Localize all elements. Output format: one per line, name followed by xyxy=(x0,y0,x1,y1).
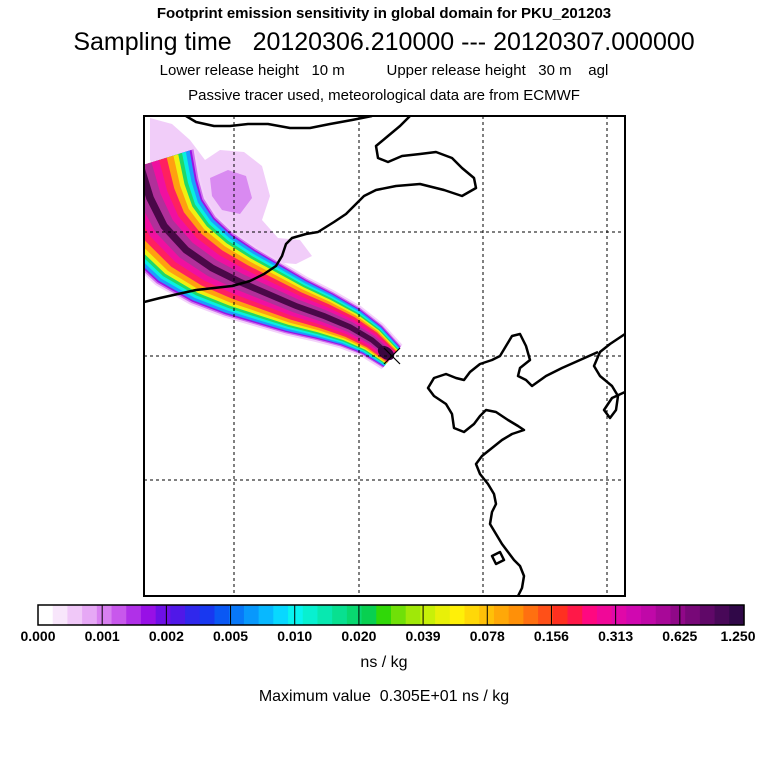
colorbar-frame xyxy=(37,604,745,626)
colorbar-cell xyxy=(38,605,54,625)
sampling-start: 20120306.210000 xyxy=(252,28,455,56)
colorbar-cell xyxy=(214,605,230,625)
colorbar-cell xyxy=(361,605,377,625)
colorbar-cell xyxy=(523,605,539,625)
colorbar-cell xyxy=(626,605,642,625)
colorbar-units: ns / kg xyxy=(360,654,408,671)
colorbar-cell xyxy=(493,605,510,625)
colorbar-cell xyxy=(552,605,569,625)
colorbar-cell xyxy=(508,605,524,625)
upper-release-value: 30 m xyxy=(538,62,572,79)
colorbar-tick-label: 0.313 xyxy=(598,628,634,644)
release-marker xyxy=(383,347,401,365)
plume-heatmap xyxy=(144,118,403,370)
colorbar-tick-label: 0.039 xyxy=(405,628,441,644)
release-height-line: Lower release height 10 m Upper release … xyxy=(0,62,768,79)
colorbar-cell xyxy=(346,605,363,625)
height-ref: agl xyxy=(588,62,609,79)
map-frame xyxy=(143,115,626,597)
colorbar-cell xyxy=(464,605,480,625)
chart-title: Footprint emission sensitivity in global… xyxy=(156,5,612,22)
colorbar-cell xyxy=(582,605,598,625)
colorbar-cell xyxy=(52,605,69,625)
colorbar-cell xyxy=(420,605,436,625)
colorbar-cell xyxy=(67,605,83,625)
colorbar-tick-label: 0.000 xyxy=(20,628,56,644)
colorbar-cell xyxy=(302,605,319,625)
colorbar-cell xyxy=(273,605,289,625)
colorbar-cell xyxy=(449,605,466,625)
colorbar-cell xyxy=(685,605,701,625)
plume-core xyxy=(377,345,395,361)
max-value-label: Maximum value xyxy=(258,688,371,705)
plume-lobe xyxy=(210,170,252,214)
sampling-label: Sampling time xyxy=(73,28,232,56)
sampling-end: 20120307.000000 xyxy=(493,28,695,56)
colorbar-cell xyxy=(96,605,113,625)
map-content xyxy=(144,116,625,596)
colorbar-cell xyxy=(140,605,157,625)
colorbar-tick-label: 0.156 xyxy=(533,628,569,644)
colorbar-cell xyxy=(729,605,745,625)
colorbar-cell xyxy=(258,605,274,625)
colorbar xyxy=(38,605,745,625)
colorbar-tick-label: 0.010 xyxy=(277,628,313,644)
colorbar-cell xyxy=(405,605,422,625)
colorbar-cell xyxy=(243,605,260,625)
colorbar-tick-label: 1.250 xyxy=(720,628,756,644)
chart-subtitle: Passive tracer used, meteorological data… xyxy=(188,87,580,104)
colorbar-tick-label: 0.002 xyxy=(148,628,184,644)
colorbar-cell xyxy=(655,605,672,625)
lower-release-label: Lower release height xyxy=(159,62,299,79)
colorbar-cell xyxy=(699,605,716,625)
colorbar-cell xyxy=(567,605,583,625)
sampling-separator: --- xyxy=(461,28,487,56)
colorbar-cell xyxy=(670,605,686,625)
colorbar-tick-label: 0.001 xyxy=(84,628,120,644)
colorbar-cell xyxy=(596,605,613,625)
colorbar-cell xyxy=(288,605,304,625)
coastline-island xyxy=(490,550,506,566)
colorbar-cell xyxy=(185,605,201,625)
colorbar-cell xyxy=(332,605,348,625)
colorbar-cell xyxy=(111,605,127,625)
max-value-units: ns / kg xyxy=(462,688,510,705)
coastline-east xyxy=(592,332,625,420)
sampling-time-line: Sampling time 20120306.210000 --- 201203… xyxy=(0,28,768,57)
colorbar-cell xyxy=(611,605,627,625)
colorbar-tick-label: 0.625 xyxy=(662,628,698,644)
colorbar-cell xyxy=(538,605,554,625)
colorbar-cell xyxy=(199,605,216,625)
colorbar-cell xyxy=(229,605,245,625)
coastline-north xyxy=(144,116,478,304)
upper-release-label: Upper release height xyxy=(386,62,526,79)
colorbar-tick-label: 0.020 xyxy=(341,628,377,644)
colorbar-cell xyxy=(170,605,186,625)
coastlines xyxy=(144,116,625,596)
max-value: 0.305E+01 xyxy=(379,688,458,705)
coastline-border xyxy=(185,116,373,130)
colorbar-cell xyxy=(82,605,98,625)
colorbar-tick-label: 0.078 xyxy=(469,628,505,644)
plume-band-0.625 xyxy=(144,160,396,362)
colorbar-tick-label: 0.005 xyxy=(213,628,249,644)
map-gridlines xyxy=(144,116,625,596)
colorbar-cell xyxy=(641,605,657,625)
colorbar-cell xyxy=(155,605,171,625)
colorbar-cell xyxy=(714,605,730,625)
max-value-line: Maximum value 0.305E+01 ns / kg xyxy=(0,688,768,706)
lower-release-value: 10 m xyxy=(311,62,345,79)
coastline-peninsula xyxy=(426,332,599,596)
colorbar-cell xyxy=(435,605,451,625)
plume-band-max xyxy=(144,165,394,359)
colorbar-cell xyxy=(317,605,333,625)
colorbar-cell xyxy=(376,605,392,625)
colorbar-cell xyxy=(126,605,142,625)
colorbar-cell xyxy=(391,605,407,625)
